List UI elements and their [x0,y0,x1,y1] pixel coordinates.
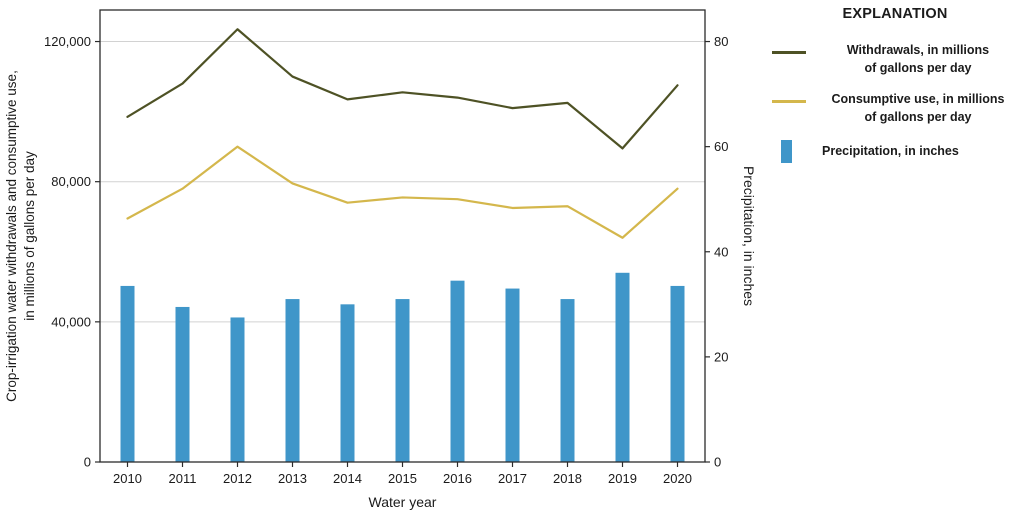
svg-text:0: 0 [84,455,91,470]
left-axis-title-line2: in millions of gallons per day [22,151,37,321]
svg-text:60: 60 [714,139,728,154]
withdrawals-line-swatch [772,51,806,54]
svg-text:2019: 2019 [608,471,637,486]
left-axis: 0 40,000 80,000 120,000 [44,34,100,470]
x-axis: 2010 2011 2012 2013 2014 2015 2016 2017 2018 2019… [113,462,692,486]
consumptive-use-swatch-col [772,91,818,126]
legend-label-consumptive-use: Consumptive use, in millions of gallons … [831,92,1005,124]
right-axis-title: Precipitation, in inches [741,166,757,306]
svg-text:80: 80 [714,34,728,49]
consumptive-use-line [126,145,679,239]
svg-text:2012: 2012 [223,471,252,486]
precipitation-swatch-col [772,140,818,163]
legend-title: EXPLANATION [842,6,948,22]
legend-item-precipitation: Precipitation, in inches [772,140,1018,163]
legend-item-consumptive-use: Consumptive use, in millions of gallons … [772,91,1018,126]
svg-text:40: 40 [714,244,728,259]
chart-area: 0 40,000 80,000 120,000 0 20 40 60 80 2010 2011 201… [4,9,757,510]
left-axis-title-line1: Crop-irrigation water withdrawals and co… [4,70,19,402]
svg-text:120,000: 120,000 [44,34,91,49]
legend: EXPLANATION Withdrawals, in millions of … [772,6,1018,177]
x-axis-title: Water year [369,494,437,510]
svg-text:2016: 2016 [443,471,472,486]
svg-text:2014: 2014 [333,471,362,486]
precipitation-bars [120,272,685,462]
svg-text:0: 0 [714,455,721,470]
legend-label-withdrawals: Withdrawals, in millions of gallons per … [846,43,990,75]
withdrawals-line [126,28,679,150]
svg-text:2011: 2011 [169,471,197,486]
legend-item-withdrawals: Withdrawals, in millions of gallons per … [772,42,1018,77]
right-axis: 0 20 40 60 80 [705,34,728,470]
precipitation-bar-swatch [781,140,792,163]
svg-text:20: 20 [714,349,728,364]
svg-text:2017: 2017 [498,471,527,486]
legend-label-precipitation: Precipitation, in inches [822,143,959,158]
consumptive-use-line-swatch [772,100,806,103]
svg-text:40,000: 40,000 [51,314,91,329]
svg-text:2013: 2013 [278,471,307,486]
svg-text:2020: 2020 [663,471,692,486]
svg-text:2015: 2015 [388,471,417,486]
withdrawals-swatch-col [772,42,818,77]
svg-text:80,000: 80,000 [51,174,91,189]
svg-text:2010: 2010 [113,471,142,486]
svg-text:2018: 2018 [553,471,582,486]
